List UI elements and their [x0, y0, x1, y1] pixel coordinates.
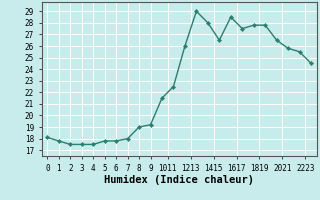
X-axis label: Humidex (Indice chaleur): Humidex (Indice chaleur) [104, 175, 254, 185]
